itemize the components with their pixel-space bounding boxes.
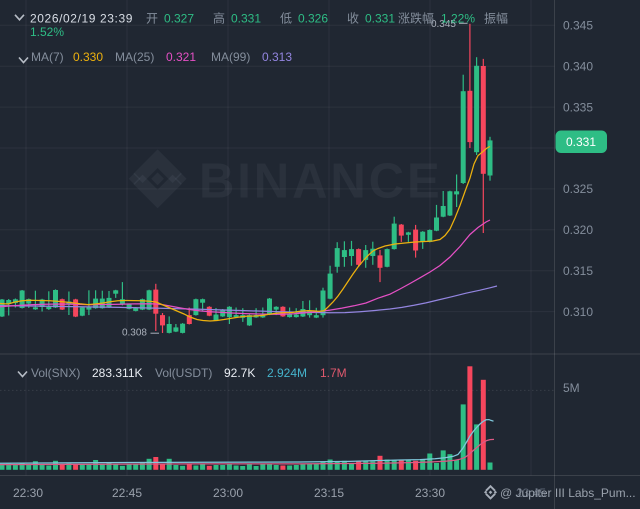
svg-text:振幅: 振幅 xyxy=(484,10,508,25)
svg-text:Vol(SNX): Vol(SNX) xyxy=(31,366,80,380)
svg-text:0.327: 0.327 xyxy=(164,11,194,25)
svg-text:0.345: 0.345 xyxy=(563,19,593,33)
svg-text:2026/02/19 23:39: 2026/02/19 23:39 xyxy=(30,11,133,25)
svg-text:0.330: 0.330 xyxy=(73,50,103,64)
svg-text:0.345: 0.345 xyxy=(431,19,456,30)
svg-text:0.331: 0.331 xyxy=(365,11,395,25)
svg-text:1.7M: 1.7M xyxy=(320,366,347,380)
svg-text:0.331: 0.331 xyxy=(566,135,596,149)
svg-text:高: 高 xyxy=(213,10,225,25)
svg-text:MA(99): MA(99) xyxy=(211,50,250,64)
svg-text:0.313: 0.313 xyxy=(262,50,292,64)
svg-text:BINANCE: BINANCE xyxy=(199,155,443,209)
svg-text:23:30: 23:30 xyxy=(415,486,445,500)
svg-text:0.308: 0.308 xyxy=(122,327,147,338)
svg-text:0.321: 0.321 xyxy=(166,50,196,64)
svg-text:收: 收 xyxy=(347,11,359,25)
svg-text:@ Jupiter III Labs_Pum...: @ Jupiter III Labs_Pum... xyxy=(500,486,636,500)
svg-text:23:00: 23:00 xyxy=(213,486,243,500)
svg-text:开: 开 xyxy=(146,11,158,25)
svg-text:283.311K: 283.311K xyxy=(92,366,143,380)
svg-text:0.325: 0.325 xyxy=(563,182,593,196)
svg-text:22:45: 22:45 xyxy=(112,486,142,500)
svg-text:23:45: 23:45 xyxy=(516,486,546,500)
svg-text:MA(7): MA(7) xyxy=(31,50,64,64)
svg-text:22:30: 22:30 xyxy=(13,486,43,500)
svg-text:0.320: 0.320 xyxy=(563,223,593,237)
svg-text:0.335: 0.335 xyxy=(563,100,593,114)
svg-text:1.52%: 1.52% xyxy=(30,25,64,39)
svg-text:1.22%: 1.22% xyxy=(441,11,475,25)
svg-text:Vol(USDT): Vol(USDT) xyxy=(155,366,212,380)
svg-text:MA(25): MA(25) xyxy=(115,50,154,64)
svg-text:5M: 5M xyxy=(563,381,580,395)
svg-text:92.7K: 92.7K xyxy=(224,366,255,380)
svg-text:23:15: 23:15 xyxy=(314,486,344,500)
svg-text:0.326: 0.326 xyxy=(298,11,328,25)
svg-text:0.310: 0.310 xyxy=(563,305,593,319)
svg-text:0.331: 0.331 xyxy=(231,11,261,25)
svg-text:低: 低 xyxy=(280,11,292,25)
svg-text:2.924M: 2.924M xyxy=(267,366,307,380)
svg-text:0.340: 0.340 xyxy=(563,60,593,74)
svg-text:涨跌幅: 涨跌幅 xyxy=(398,10,434,25)
svg-text:0.315: 0.315 xyxy=(563,264,593,278)
